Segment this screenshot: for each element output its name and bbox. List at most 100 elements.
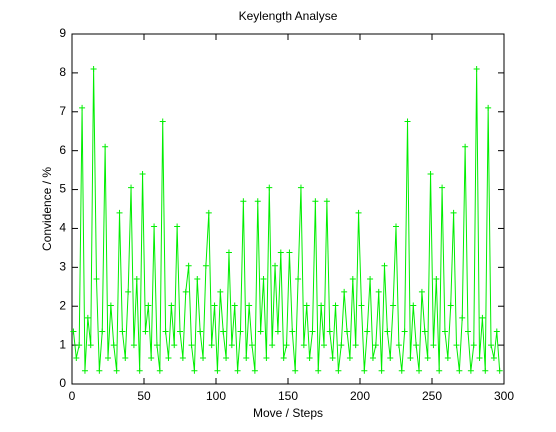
- data-point: [467, 367, 474, 374]
- data-point: [375, 288, 382, 295]
- data-point: [113, 367, 120, 374]
- data-point: [263, 354, 270, 361]
- y-tick-label: 9: [59, 26, 66, 40]
- data-point: [214, 367, 221, 374]
- data-point: [358, 302, 365, 309]
- data-point: [217, 288, 224, 295]
- data-point: [168, 302, 175, 309]
- data-point: [254, 198, 261, 205]
- data-point: [485, 104, 492, 111]
- data-point: [450, 209, 457, 216]
- data-point: [272, 262, 279, 269]
- data-point: [223, 354, 230, 361]
- data-point: [185, 262, 192, 269]
- x-tick-label: 300: [494, 389, 514, 403]
- data-point: [344, 328, 351, 335]
- y-tick-label: 3: [59, 260, 66, 274]
- data-point: [90, 66, 97, 72]
- x-tick-label: 200: [350, 389, 370, 403]
- data-point: [355, 209, 362, 216]
- data-point: [315, 367, 322, 374]
- data-point: [490, 354, 497, 361]
- data-point: [122, 354, 129, 361]
- data-point: [493, 328, 500, 335]
- data-point: [153, 342, 160, 349]
- data-point: [116, 209, 123, 216]
- data-point: [456, 367, 463, 374]
- data-point: [470, 342, 477, 349]
- data-point: [159, 118, 166, 125]
- data-point: [148, 354, 155, 361]
- data-point: [329, 354, 336, 361]
- y-tick-label: 1: [59, 337, 66, 351]
- data-point: [240, 198, 247, 205]
- data-line: [72, 68, 501, 371]
- data-point: [249, 342, 255, 349]
- data-point: [243, 354, 250, 361]
- data-point: [352, 342, 359, 349]
- data-point: [421, 328, 428, 335]
- data-point: [369, 354, 376, 361]
- data-point: [182, 288, 189, 295]
- data-point: [107, 302, 114, 309]
- data-point: [177, 328, 183, 335]
- data-point: [404, 118, 411, 125]
- x-tick-label: 250: [422, 389, 442, 403]
- data-point: [390, 302, 397, 309]
- data-point: [128, 184, 135, 191]
- x-tick-label: 0: [69, 389, 76, 403]
- data-point: [171, 342, 178, 349]
- data-point: [119, 328, 126, 335]
- data-point: [125, 288, 132, 295]
- data-point: [130, 342, 137, 349]
- x-axis-label: Move / Steps: [253, 406, 323, 420]
- data-point: [482, 367, 489, 374]
- data-point: [73, 354, 80, 361]
- data-point: [102, 143, 109, 150]
- data-point: [237, 328, 244, 335]
- data-point: [398, 367, 405, 374]
- data-point: [323, 198, 330, 205]
- data-point: [453, 342, 460, 349]
- data-point: [367, 276, 374, 282]
- data-point: [361, 367, 368, 374]
- data-point: [225, 249, 232, 256]
- data-point: [257, 328, 264, 335]
- data-point: [165, 354, 172, 361]
- data-point: [269, 342, 276, 349]
- data-point: [312, 198, 319, 205]
- data-point: [191, 367, 198, 374]
- data-point: [459, 314, 466, 321]
- data-point: [332, 302, 339, 309]
- data-point: [441, 328, 448, 335]
- y-axis-label: Convidence / %: [40, 167, 54, 251]
- data-point: [424, 354, 431, 361]
- data-point: [297, 184, 304, 191]
- data-point: [96, 367, 103, 374]
- data-point: [436, 367, 443, 374]
- data-point: [407, 354, 414, 361]
- data-point: [444, 354, 451, 361]
- data-point: [179, 354, 186, 361]
- data-point: [413, 342, 420, 349]
- data-point: [136, 367, 143, 374]
- data-point: [410, 302, 417, 309]
- data-point: [401, 328, 408, 335]
- data-point: [338, 342, 345, 349]
- data-point: [174, 223, 181, 230]
- data-point: [274, 328, 281, 335]
- data-point: [295, 276, 302, 282]
- data-point: [87, 342, 94, 349]
- data-point: [418, 288, 425, 295]
- data-point: [79, 104, 86, 111]
- data-point: [395, 342, 402, 349]
- data-point: [202, 262, 209, 269]
- data-point: [372, 342, 379, 349]
- data-point: [151, 223, 158, 230]
- data-point: [439, 184, 446, 191]
- data-point: [70, 328, 77, 335]
- data-point: [381, 262, 388, 269]
- data-point: [335, 367, 342, 374]
- plot-frame: [71, 33, 505, 385]
